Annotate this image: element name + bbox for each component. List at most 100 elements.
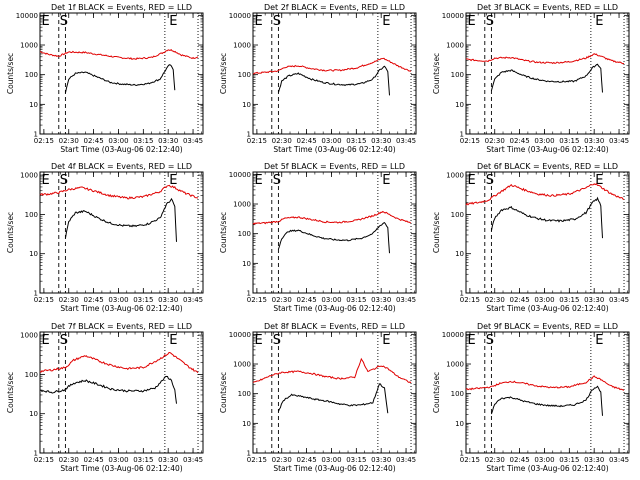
y-tick-label: 10	[455, 101, 464, 109]
x-tick-label: 03:15	[133, 456, 153, 464]
interval-marker-s: S	[273, 173, 281, 188]
y-tick-label: 10000	[229, 331, 251, 339]
series-line-events	[64, 64, 176, 94]
x-tick-label: 02:30	[485, 456, 505, 464]
y-tick-label: 1000	[233, 201, 251, 209]
x-tick-label: 03:30	[584, 137, 604, 145]
x-tick-label: 02:45	[510, 456, 530, 464]
x-tick-label: 03:45	[609, 296, 629, 304]
x-tick-label: 02:15	[247, 137, 267, 145]
x-axis-label: Start Time (03-Aug-06 02:12:40)	[273, 145, 395, 154]
y-tick-label: 1000	[20, 172, 38, 180]
x-tick-label: 03:30	[158, 456, 178, 464]
x-tick-label: 03:30	[584, 456, 604, 464]
x-tick-label: 02:15	[460, 137, 480, 145]
chart-title: Det 4f BLACK = Events, RED = LLD	[51, 162, 192, 171]
y-tick-label: 10000	[442, 331, 464, 339]
interval-marker-e: E	[468, 14, 476, 29]
y-tick-label: 100	[238, 230, 251, 238]
x-tick-label: 02:45	[297, 456, 317, 464]
interval-marker-e: E	[42, 333, 50, 348]
x-tick-label: 03:15	[346, 296, 366, 304]
y-tick-label: 1000	[20, 332, 38, 340]
detector-chart-2: Det 2f BLACK = Events, RED = LLD 1 10 100 10…	[219, 3, 417, 154]
x-tick-label: 02:15	[34, 456, 54, 464]
y-tick-label: 10	[455, 250, 464, 258]
y-tick-label: 1	[460, 450, 464, 458]
series-line-lld	[252, 210, 412, 225]
interval-marker-e: E	[468, 333, 476, 348]
detector-chart-7: Det 7f BLACK = Events, RED = LLD 1 10 100 10…	[6, 322, 204, 473]
x-tick-label: 03:00	[108, 456, 128, 464]
series-line-lld	[465, 375, 625, 391]
chart-title: Det 7f BLACK = Events, RED = LLD	[51, 322, 192, 331]
x-tick-label: 03:45	[609, 456, 629, 464]
y-tick-label: 10	[29, 410, 38, 418]
interval-marker-s: S	[60, 14, 68, 29]
x-tick-label: 03:45	[396, 456, 416, 464]
interval-marker-e: E	[595, 14, 603, 29]
y-tick-label: 1	[34, 450, 38, 458]
y-tick-label: 1000	[446, 42, 464, 50]
y-axis-label: Counts/sec	[432, 53, 441, 94]
plot-frame	[465, 331, 630, 454]
y-tick-label: 1000	[20, 42, 38, 50]
x-axis-label: Start Time (03-Aug-06 02:12:40)	[60, 304, 182, 313]
interval-marker-s: S	[486, 333, 494, 348]
chart-title: Det 3f BLACK = Events, RED = LLD	[477, 3, 618, 12]
interval-marker-e: E	[255, 14, 263, 29]
interval-marker-s: S	[60, 333, 68, 348]
y-tick-label: 1000	[446, 361, 464, 369]
x-tick-label: 02:15	[460, 456, 480, 464]
series-line-events	[277, 383, 389, 414]
series-line-events	[39, 375, 177, 404]
chart-title: Det 6f BLACK = Events, RED = LLD	[477, 162, 618, 171]
y-tick-label: 1	[247, 450, 251, 458]
x-tick-label: 03:30	[371, 137, 391, 145]
plot-frame	[39, 171, 204, 294]
series-line-lld	[39, 351, 199, 374]
x-tick-label: 03:00	[108, 296, 128, 304]
series-line-events	[490, 63, 603, 93]
x-tick-label: 03:30	[158, 296, 178, 304]
x-tick-label: 03:15	[133, 296, 153, 304]
y-tick-label: 10	[29, 101, 38, 109]
x-tick-label: 03:00	[534, 296, 554, 304]
x-tick-label: 02:30	[272, 137, 292, 145]
x-axis-label: Start Time (03-Aug-06 02:12:40)	[486, 304, 608, 313]
x-axis-label: Start Time (03-Aug-06 02:12:40)	[60, 464, 182, 473]
detector-chart-6: Det 6f BLACK = Events, RED = LLD 1 10 100 10…	[432, 162, 630, 313]
x-tick-label: 02:45	[510, 296, 530, 304]
x-tick-label: 03:15	[559, 137, 579, 145]
interval-marker-e: E	[595, 173, 603, 188]
y-axis-label: Counts/sec	[6, 53, 15, 94]
x-tick-label: 03:30	[584, 296, 604, 304]
x-tick-label: 02:30	[485, 137, 505, 145]
y-tick-label: 100	[238, 71, 251, 79]
detector-chart-8: Det 8f BLACK = Events, RED = LLD 1 10 100 10…	[219, 322, 417, 473]
interval-marker-s: S	[273, 14, 281, 29]
chart-title: Det 5f BLACK = Events, RED = LLD	[264, 162, 405, 171]
x-tick-label: 02:30	[272, 456, 292, 464]
y-tick-label: 100	[25, 211, 38, 219]
series-line-lld	[252, 357, 412, 384]
interval-marker-s: S	[273, 333, 281, 348]
chart-title: Det 2f BLACK = Events, RED = LLD	[264, 3, 405, 12]
y-tick-label: 100	[25, 71, 38, 79]
series-line-events	[277, 221, 390, 254]
x-axis-label: Start Time (03-Aug-06 02:12:40)	[273, 304, 395, 313]
x-tick-label: 03:15	[559, 296, 579, 304]
interval-marker-e: E	[255, 333, 263, 348]
x-tick-label: 03:00	[108, 137, 128, 145]
y-tick-label: 10	[29, 250, 38, 258]
detector-chart-5: Det 5f BLACK = Events, RED = LLD 1 10 100 10…	[219, 162, 417, 313]
x-tick-label: 03:00	[534, 456, 554, 464]
detector-chart-3: Det 3f BLACK = Events, RED = LLD 1 10 100 10…	[432, 3, 630, 154]
interval-marker-e: E	[382, 333, 390, 348]
plot-frame	[39, 12, 204, 135]
series-line-lld	[253, 57, 412, 75]
series-line-events	[490, 196, 603, 239]
x-tick-label: 02:30	[59, 137, 79, 145]
interval-marker-e: E	[595, 333, 603, 348]
y-tick-label: 1	[247, 131, 251, 139]
